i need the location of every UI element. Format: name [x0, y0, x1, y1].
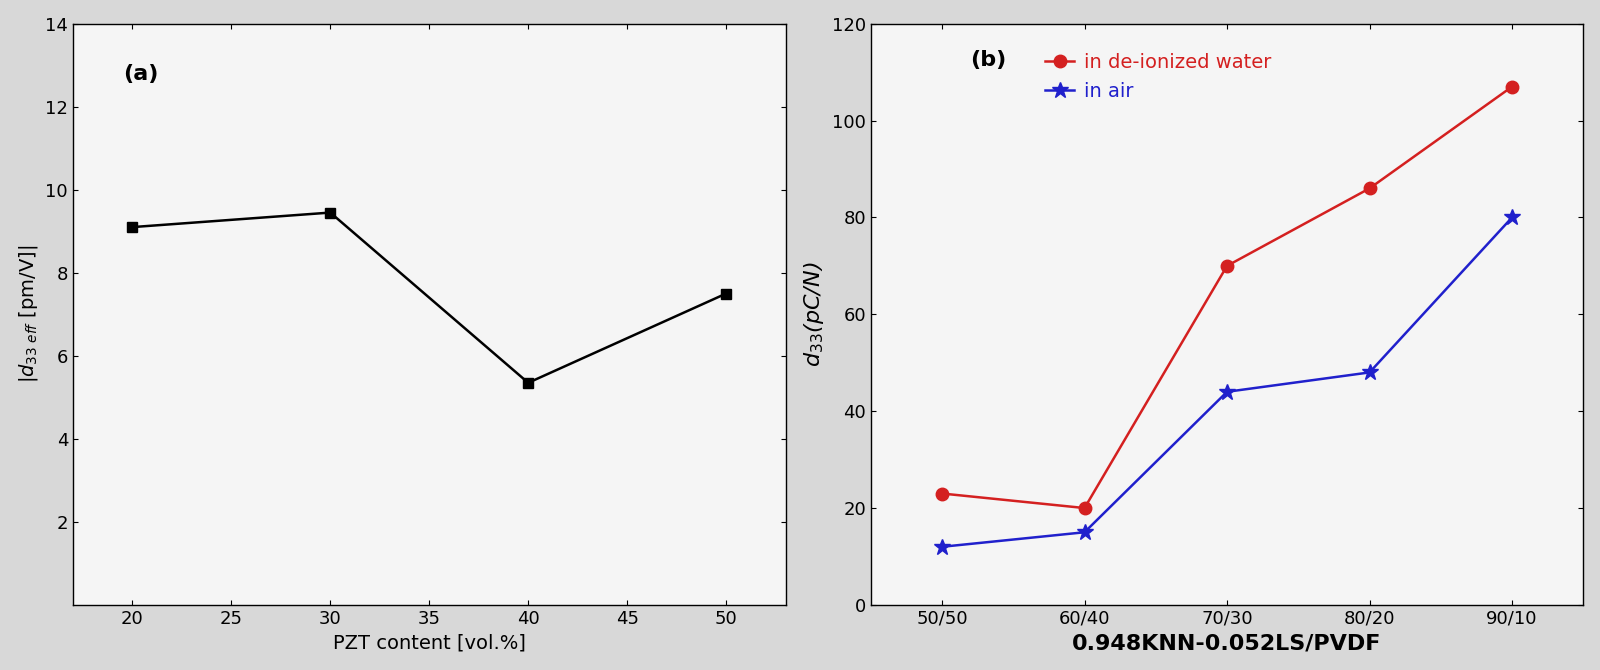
Y-axis label: $|d_{33\ eff}$ [pm/V]|: $|d_{33\ eff}$ [pm/V]|: [16, 245, 40, 383]
Y-axis label: $d_{33}$(pC/N): $d_{33}$(pC/N): [802, 261, 826, 367]
Legend: in de-ionized water, in air: in de-ionized water, in air: [1037, 45, 1278, 109]
Text: (b): (b): [971, 50, 1006, 70]
X-axis label: 0.948KNN-0.052LS/PVDF: 0.948KNN-0.052LS/PVDF: [1072, 633, 1382, 653]
X-axis label: PZT content [vol.%]: PZT content [vol.%]: [333, 633, 526, 653]
Text: (a): (a): [123, 64, 158, 84]
